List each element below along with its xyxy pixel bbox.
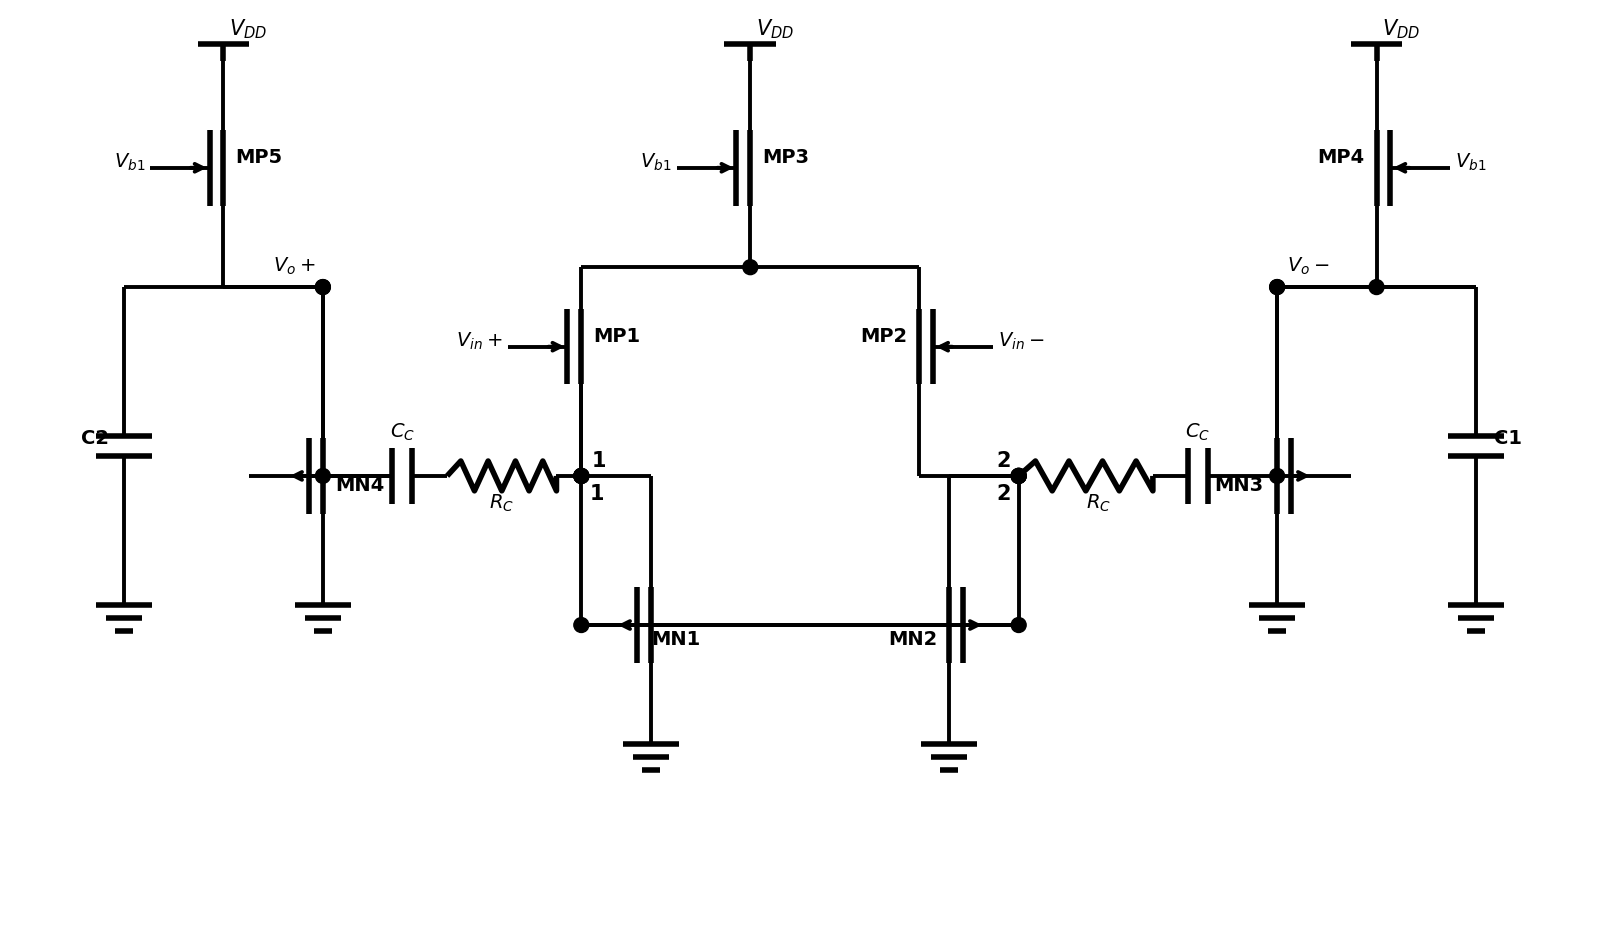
Text: $V_{in}-$: $V_{in}-$ (998, 332, 1045, 353)
Text: 2: 2 (997, 484, 1011, 504)
Circle shape (1011, 469, 1026, 483)
Text: MN3: MN3 (1214, 476, 1264, 494)
Text: $V_o-$: $V_o-$ (1286, 257, 1330, 278)
Text: 1: 1 (592, 451, 606, 471)
Text: $C_C$: $C_C$ (390, 422, 414, 444)
Circle shape (1370, 280, 1384, 294)
Text: $V_{DD}$: $V_{DD}$ (229, 18, 267, 41)
Text: $C_C$: $C_C$ (1186, 422, 1210, 444)
Circle shape (574, 469, 589, 483)
Circle shape (1011, 469, 1026, 483)
Circle shape (574, 618, 589, 632)
Text: $V_{DD}$: $V_{DD}$ (1382, 18, 1421, 41)
Circle shape (1011, 618, 1026, 632)
Text: $V_{DD}$: $V_{DD}$ (757, 18, 794, 41)
Text: $V_{b1}$: $V_{b1}$ (1454, 152, 1486, 173)
Text: 1: 1 (589, 484, 603, 504)
Circle shape (1270, 469, 1285, 483)
Text: MP5: MP5 (235, 148, 283, 167)
Circle shape (315, 280, 330, 294)
Circle shape (574, 469, 589, 483)
Text: MN2: MN2 (888, 630, 938, 649)
Text: MN4: MN4 (334, 476, 384, 494)
Text: $V_{in}+$: $V_{in}+$ (456, 332, 502, 353)
Text: $R_C$: $R_C$ (490, 493, 514, 514)
Text: MP3: MP3 (762, 148, 810, 167)
Circle shape (315, 469, 330, 483)
Text: 2: 2 (997, 451, 1011, 471)
Circle shape (742, 259, 758, 275)
Circle shape (1270, 280, 1285, 294)
Text: MP2: MP2 (861, 327, 907, 345)
Text: MP4: MP4 (1317, 148, 1365, 167)
Circle shape (1011, 469, 1026, 483)
Circle shape (1270, 280, 1285, 294)
Text: $V_{b1}$: $V_{b1}$ (114, 152, 146, 173)
Text: $V_{b1}$: $V_{b1}$ (640, 152, 672, 173)
Circle shape (315, 280, 330, 294)
Circle shape (574, 469, 589, 483)
Text: C2: C2 (82, 429, 109, 448)
Text: MN1: MN1 (651, 630, 701, 649)
Text: $V_o+$: $V_o+$ (272, 257, 315, 278)
Text: $R_C$: $R_C$ (1086, 493, 1110, 514)
Circle shape (574, 469, 589, 483)
Text: C1: C1 (1494, 429, 1522, 448)
Text: MP1: MP1 (594, 327, 640, 345)
Circle shape (1011, 469, 1026, 483)
